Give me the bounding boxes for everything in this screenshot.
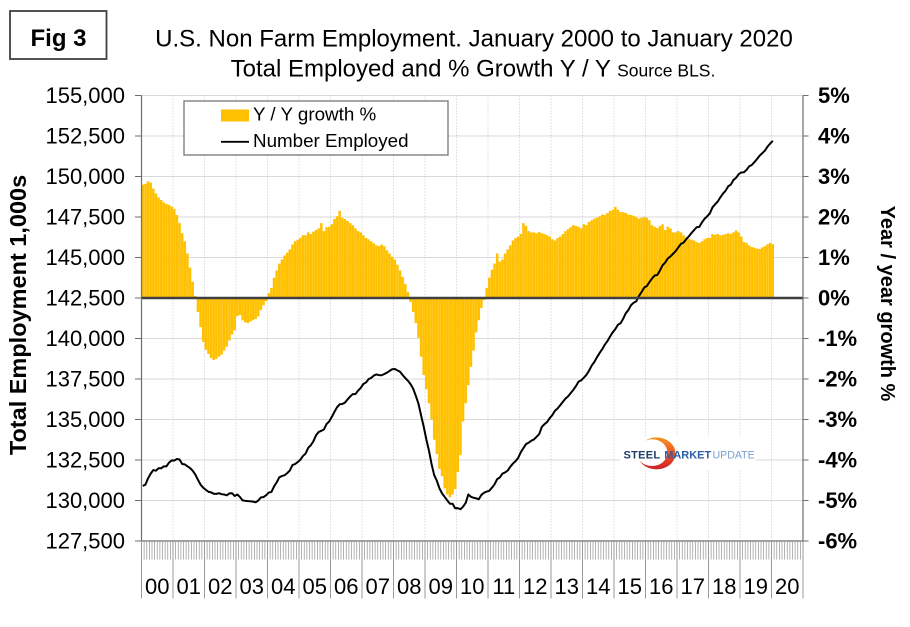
svg-text:UPDATE: UPDATE (713, 449, 755, 461)
svg-text:152,500: 152,500 (45, 124, 125, 149)
svg-text:147,500: 147,500 (45, 205, 125, 230)
svg-text:Number Employed: Number Employed (253, 130, 409, 151)
svg-text:Fig 3: Fig 3 (30, 25, 86, 52)
svg-text:08: 08 (397, 574, 421, 599)
svg-text:05: 05 (303, 574, 327, 599)
svg-text:130,000: 130,000 (45, 488, 125, 513)
svg-text:14: 14 (586, 574, 610, 599)
svg-text:3%: 3% (818, 164, 850, 189)
svg-text:137,500: 137,500 (45, 367, 125, 392)
svg-text:MARKET: MARKET (664, 449, 711, 461)
svg-text:19: 19 (744, 574, 768, 599)
svg-text:12: 12 (523, 574, 547, 599)
svg-text:145,000: 145,000 (45, 245, 125, 270)
svg-text:09: 09 (429, 574, 453, 599)
svg-text:Total Employed and % Growth Y: Total Employed and % Growth Y / Y Source… (231, 56, 716, 83)
svg-text:-5%: -5% (818, 488, 857, 513)
svg-text:17: 17 (681, 574, 705, 599)
svg-text:10: 10 (460, 574, 484, 599)
svg-text:18: 18 (712, 574, 736, 599)
svg-text:-4%: -4% (818, 448, 857, 473)
svg-text:-1%: -1% (818, 326, 857, 351)
svg-text:06: 06 (334, 574, 358, 599)
svg-text:-2%: -2% (818, 367, 857, 392)
svg-text:135,000: 135,000 (45, 407, 125, 432)
svg-text:20: 20 (775, 574, 799, 599)
svg-text:150,000: 150,000 (45, 164, 125, 189)
svg-text:0%: 0% (818, 286, 850, 311)
svg-text:01: 01 (177, 574, 201, 599)
svg-text:STEEL: STEEL (624, 449, 661, 461)
svg-text:140,000: 140,000 (45, 326, 125, 351)
svg-text:11: 11 (492, 574, 515, 599)
svg-text:13: 13 (555, 574, 579, 599)
svg-text:U.S. Non Farm Employment. Janu: U.S. Non Farm Employment. January 2000 t… (155, 26, 793, 53)
svg-text:2%: 2% (818, 205, 850, 230)
svg-text:127,500: 127,500 (45, 529, 125, 554)
svg-text:132,500: 132,500 (45, 448, 125, 473)
svg-text:Total Employment 1,000s: Total Employment 1,000s (5, 175, 31, 455)
svg-text:155,000: 155,000 (45, 83, 125, 108)
svg-text:02: 02 (208, 574, 232, 599)
svg-text:-3%: -3% (818, 407, 857, 432)
svg-text:Y / Y growth %: Y / Y growth % (253, 104, 376, 125)
svg-text:07: 07 (366, 574, 390, 599)
svg-text:5%: 5% (818, 83, 850, 108)
svg-text:04: 04 (271, 574, 295, 599)
svg-text:-6%: -6% (818, 529, 857, 554)
svg-text:142,500: 142,500 (45, 286, 125, 311)
svg-text:1%: 1% (818, 245, 850, 270)
svg-text:00: 00 (145, 574, 169, 599)
svg-text:03: 03 (240, 574, 264, 599)
svg-text:15: 15 (618, 574, 642, 599)
svg-text:Year / year growth %: Year / year growth % (876, 206, 898, 402)
svg-text:16: 16 (649, 574, 673, 599)
svg-text:4%: 4% (818, 124, 850, 149)
